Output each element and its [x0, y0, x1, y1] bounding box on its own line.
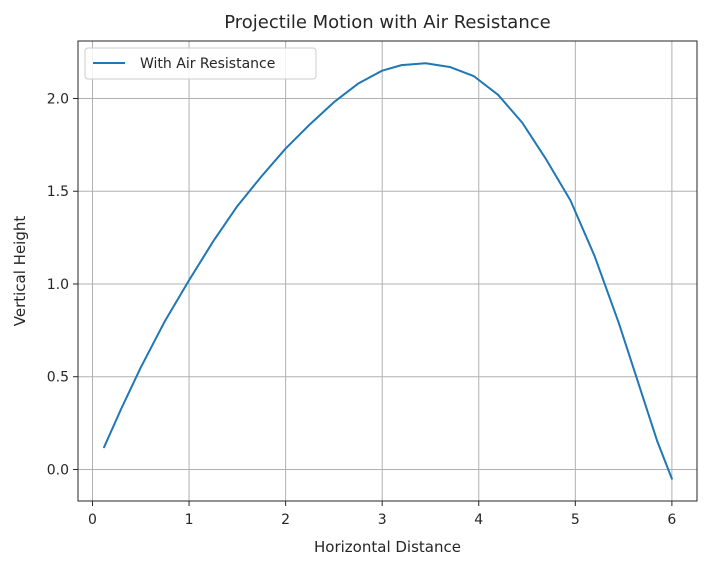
y-axis: 0.0 0.5 1.0 1.5 2.0 — [47, 92, 78, 478]
x-tick-label: 1 — [185, 512, 194, 528]
plot-frame — [77, 40, 698, 502]
x-tick-label: 3 — [378, 512, 387, 528]
y-tick-label: 0.0 — [47, 462, 69, 478]
x-axis-label: Horizontal Distance — [314, 538, 461, 556]
series-line — [103, 62, 673, 480]
y-tick-label: 1.5 — [47, 184, 69, 200]
x-tick-label: 5 — [571, 512, 580, 528]
legend-box — [84, 47, 317, 80]
x-axis: 0 1 2 3 4 5 6 — [88, 501, 676, 528]
grid — [78, 41, 697, 501]
legend-label: With Air Resistance — [140, 56, 275, 72]
series-layer — [103, 62, 673, 480]
y-axis-label: Vertical Height — [11, 216, 29, 327]
y-tick-label: 2.0 — [47, 92, 69, 108]
x-tick-label: 4 — [474, 512, 483, 528]
legend: With Air Resistance — [84, 47, 317, 80]
chart-title: Projectile Motion with Air Resistance — [224, 12, 550, 33]
y-tick-label: 0.5 — [47, 370, 69, 386]
x-tick-label: 2 — [281, 512, 290, 528]
x-tick-label: 0 — [88, 512, 97, 528]
y-tick-label: 1.0 — [47, 277, 69, 293]
x-tick-label: 6 — [667, 512, 676, 528]
